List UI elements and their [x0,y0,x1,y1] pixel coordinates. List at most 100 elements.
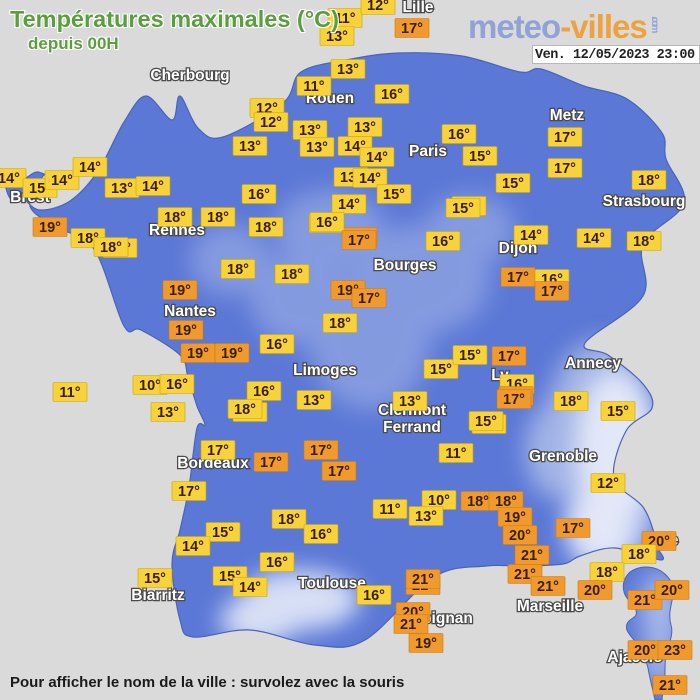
svg-text:16°: 16° [363,588,385,604]
svg-text:Limoges: Limoges [293,362,357,379]
svg-text:13°: 13° [239,139,261,155]
svg-text:16°: 16° [266,337,288,353]
svg-text:13°: 13° [111,181,133,197]
svg-text:15°: 15° [607,404,629,420]
svg-text:17°: 17° [503,392,525,408]
svg-text:14°: 14° [338,197,360,213]
svg-text:18°: 18° [100,240,122,256]
svg-text:21°: 21° [659,678,681,694]
svg-text:21°: 21° [521,548,543,564]
svg-text:19°: 19° [415,636,437,652]
svg-text:18°: 18° [467,494,489,510]
svg-text:11°: 11° [59,385,80,401]
svg-text:18°: 18° [329,316,351,332]
svg-text:14°: 14° [520,228,542,244]
svg-text:17°: 17° [178,484,200,500]
svg-text:12°: 12° [597,476,619,492]
svg-text:18°: 18° [207,210,229,226]
svg-text:13°: 13° [157,405,179,421]
svg-text:Lille: Lille [402,0,433,16]
svg-text:Strasbourg: Strasbourg [603,193,686,210]
svg-text:18°: 18° [255,220,277,236]
svg-text:Marseille: Marseille [517,598,584,615]
svg-text:19°: 19° [221,346,243,362]
svg-text:16°: 16° [166,377,188,393]
svg-text:16°: 16° [310,527,332,543]
svg-text:15°: 15° [459,348,481,364]
svg-text:Ferrand: Ferrand [383,419,441,436]
svg-text:15°: 15° [430,362,452,378]
svg-text:21°: 21° [412,572,434,588]
svg-text:15°: 15° [144,571,166,587]
svg-text:12°: 12° [367,0,389,14]
svg-text:16°: 16° [448,127,470,143]
svg-text:Toulouse: Toulouse [298,575,366,592]
svg-text:18°: 18° [560,394,582,410]
svg-text:16°: 16° [432,234,454,250]
svg-text:19°: 19° [169,283,191,299]
svg-text:17°: 17° [310,443,332,459]
svg-text:17°: 17° [260,455,282,471]
svg-text:19°: 19° [175,323,197,339]
svg-text:15°: 15° [502,176,524,192]
svg-text:10°: 10° [139,378,161,394]
svg-text:18°: 18° [227,262,249,278]
svg-text:Metz: Metz [550,107,585,124]
svg-text:20°: 20° [661,583,683,599]
svg-text:16°: 16° [266,555,288,571]
svg-text:17°: 17° [554,161,576,177]
svg-text:15°: 15° [475,414,497,430]
svg-text:21°: 21° [634,593,656,609]
svg-text:20°: 20° [634,643,656,659]
svg-text:17°: 17° [562,521,584,537]
svg-text:16°: 16° [316,215,338,231]
svg-text:13°: 13° [303,393,325,409]
svg-text:15°: 15° [212,525,234,541]
svg-text:Nantes: Nantes [164,303,216,320]
svg-text:17°: 17° [358,291,380,307]
svg-text:17°: 17° [207,443,229,459]
svg-text:Cherbourg: Cherbourg [150,67,229,84]
svg-text:12°: 12° [260,115,282,131]
svg-text:11°: 11° [379,502,400,518]
svg-text:13°: 13° [337,62,359,78]
svg-text:15°: 15° [452,201,474,217]
svg-text:23°: 23° [664,643,686,659]
svg-text:13°: 13° [399,394,421,410]
svg-text:14°: 14° [142,179,164,195]
svg-text:Bourges: Bourges [374,257,437,274]
svg-text:21°: 21° [537,579,559,595]
svg-text:20°: 20° [509,528,531,544]
svg-text:17°: 17° [328,464,350,480]
svg-text:19°: 19° [187,346,209,362]
svg-text:17°: 17° [348,233,370,249]
svg-text:20°: 20° [584,583,606,599]
svg-text:16°: 16° [381,87,403,103]
svg-text:19°: 19° [39,220,61,236]
svg-text:17°: 17° [541,284,563,300]
svg-text:18°: 18° [628,547,650,563]
svg-text:14°: 14° [0,171,20,187]
svg-text:14°: 14° [79,160,101,176]
svg-text:17°: 17° [554,130,576,146]
svg-text:18°: 18° [164,210,186,226]
svg-text:17°: 17° [507,270,529,286]
svg-text:13°: 13° [415,509,437,525]
svg-text:15°: 15° [383,187,405,203]
svg-text:18°: 18° [596,565,618,581]
svg-text:13°: 13° [306,140,328,156]
svg-text:14°: 14° [366,150,388,166]
svg-text:14°: 14° [51,173,73,189]
svg-text:16°: 16° [253,384,275,400]
svg-text:18°: 18° [633,234,655,250]
svg-text:17°: 17° [401,21,423,37]
svg-text:15°: 15° [469,149,491,165]
svg-text:Biarritz: Biarritz [131,587,185,604]
svg-text:13°: 13° [299,123,321,139]
svg-text:18°: 18° [638,173,660,189]
svg-text:Paris: Paris [409,143,447,160]
svg-text:14°: 14° [583,231,605,247]
svg-text:18°: 18° [278,512,300,528]
svg-text:11°: 11° [445,446,466,462]
svg-text:21°: 21° [400,617,422,633]
